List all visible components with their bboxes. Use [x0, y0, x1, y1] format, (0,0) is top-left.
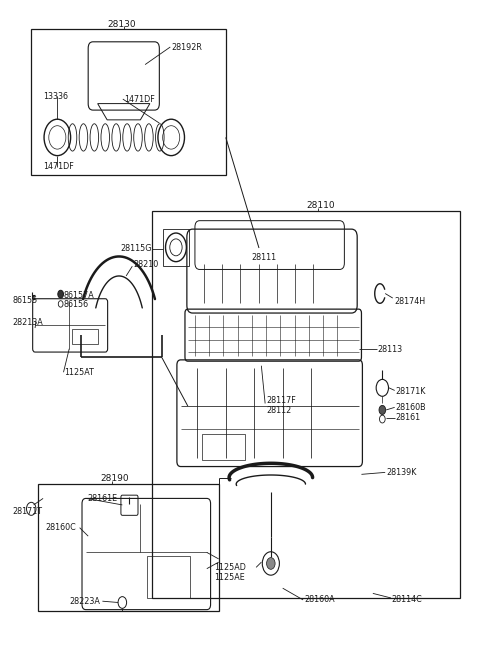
Text: 28171T: 28171T [12, 507, 42, 516]
Text: 1471DF: 1471DF [43, 162, 74, 171]
Text: 86157A: 86157A [63, 291, 94, 300]
Bar [38, 484, 219, 611]
Text: 28171K: 28171K [396, 387, 426, 396]
Text: 28190: 28190 [100, 474, 129, 483]
Text: 28160B: 28160B [396, 403, 426, 412]
Text: 13336: 13336 [43, 92, 68, 101]
Text: 28130: 28130 [107, 20, 136, 29]
Text: 28223A: 28223A [69, 597, 100, 605]
Text: 1125AE: 1125AE [214, 573, 245, 583]
Text: 28160C: 28160C [46, 523, 76, 532]
Text: 86155: 86155 [12, 296, 37, 304]
Text: 1125AT: 1125AT [64, 368, 95, 377]
Bar [163, 229, 189, 266]
Text: 86156: 86156 [63, 300, 89, 309]
Bar [31, 29, 226, 175]
Text: 28117F: 28117F [266, 396, 296, 405]
Text: 28113: 28113 [378, 345, 403, 354]
Text: 28161: 28161 [396, 413, 421, 422]
Bar [152, 211, 460, 598]
Text: 28115G: 28115G [120, 244, 152, 253]
Bar [202, 434, 245, 460]
Text: 28114C: 28114C [392, 596, 422, 604]
Text: 28174H: 28174H [394, 297, 425, 306]
Text: 28213A: 28213A [12, 318, 43, 327]
Text: 28160A: 28160A [304, 596, 335, 604]
Text: 28112: 28112 [266, 406, 291, 415]
Bar [147, 556, 190, 598]
Text: 28139K: 28139K [386, 468, 417, 477]
Text: 1471DF: 1471DF [124, 94, 155, 104]
Text: 28111: 28111 [252, 253, 277, 262]
Circle shape [266, 558, 275, 569]
Circle shape [58, 290, 63, 298]
Bar [72, 329, 97, 344]
Text: 28192R: 28192R [171, 43, 202, 52]
Text: 28110: 28110 [306, 201, 335, 210]
Text: 28210: 28210 [133, 260, 158, 269]
Text: 28161E: 28161E [87, 494, 117, 503]
Text: 1125AD: 1125AD [214, 563, 246, 572]
Circle shape [379, 405, 385, 415]
